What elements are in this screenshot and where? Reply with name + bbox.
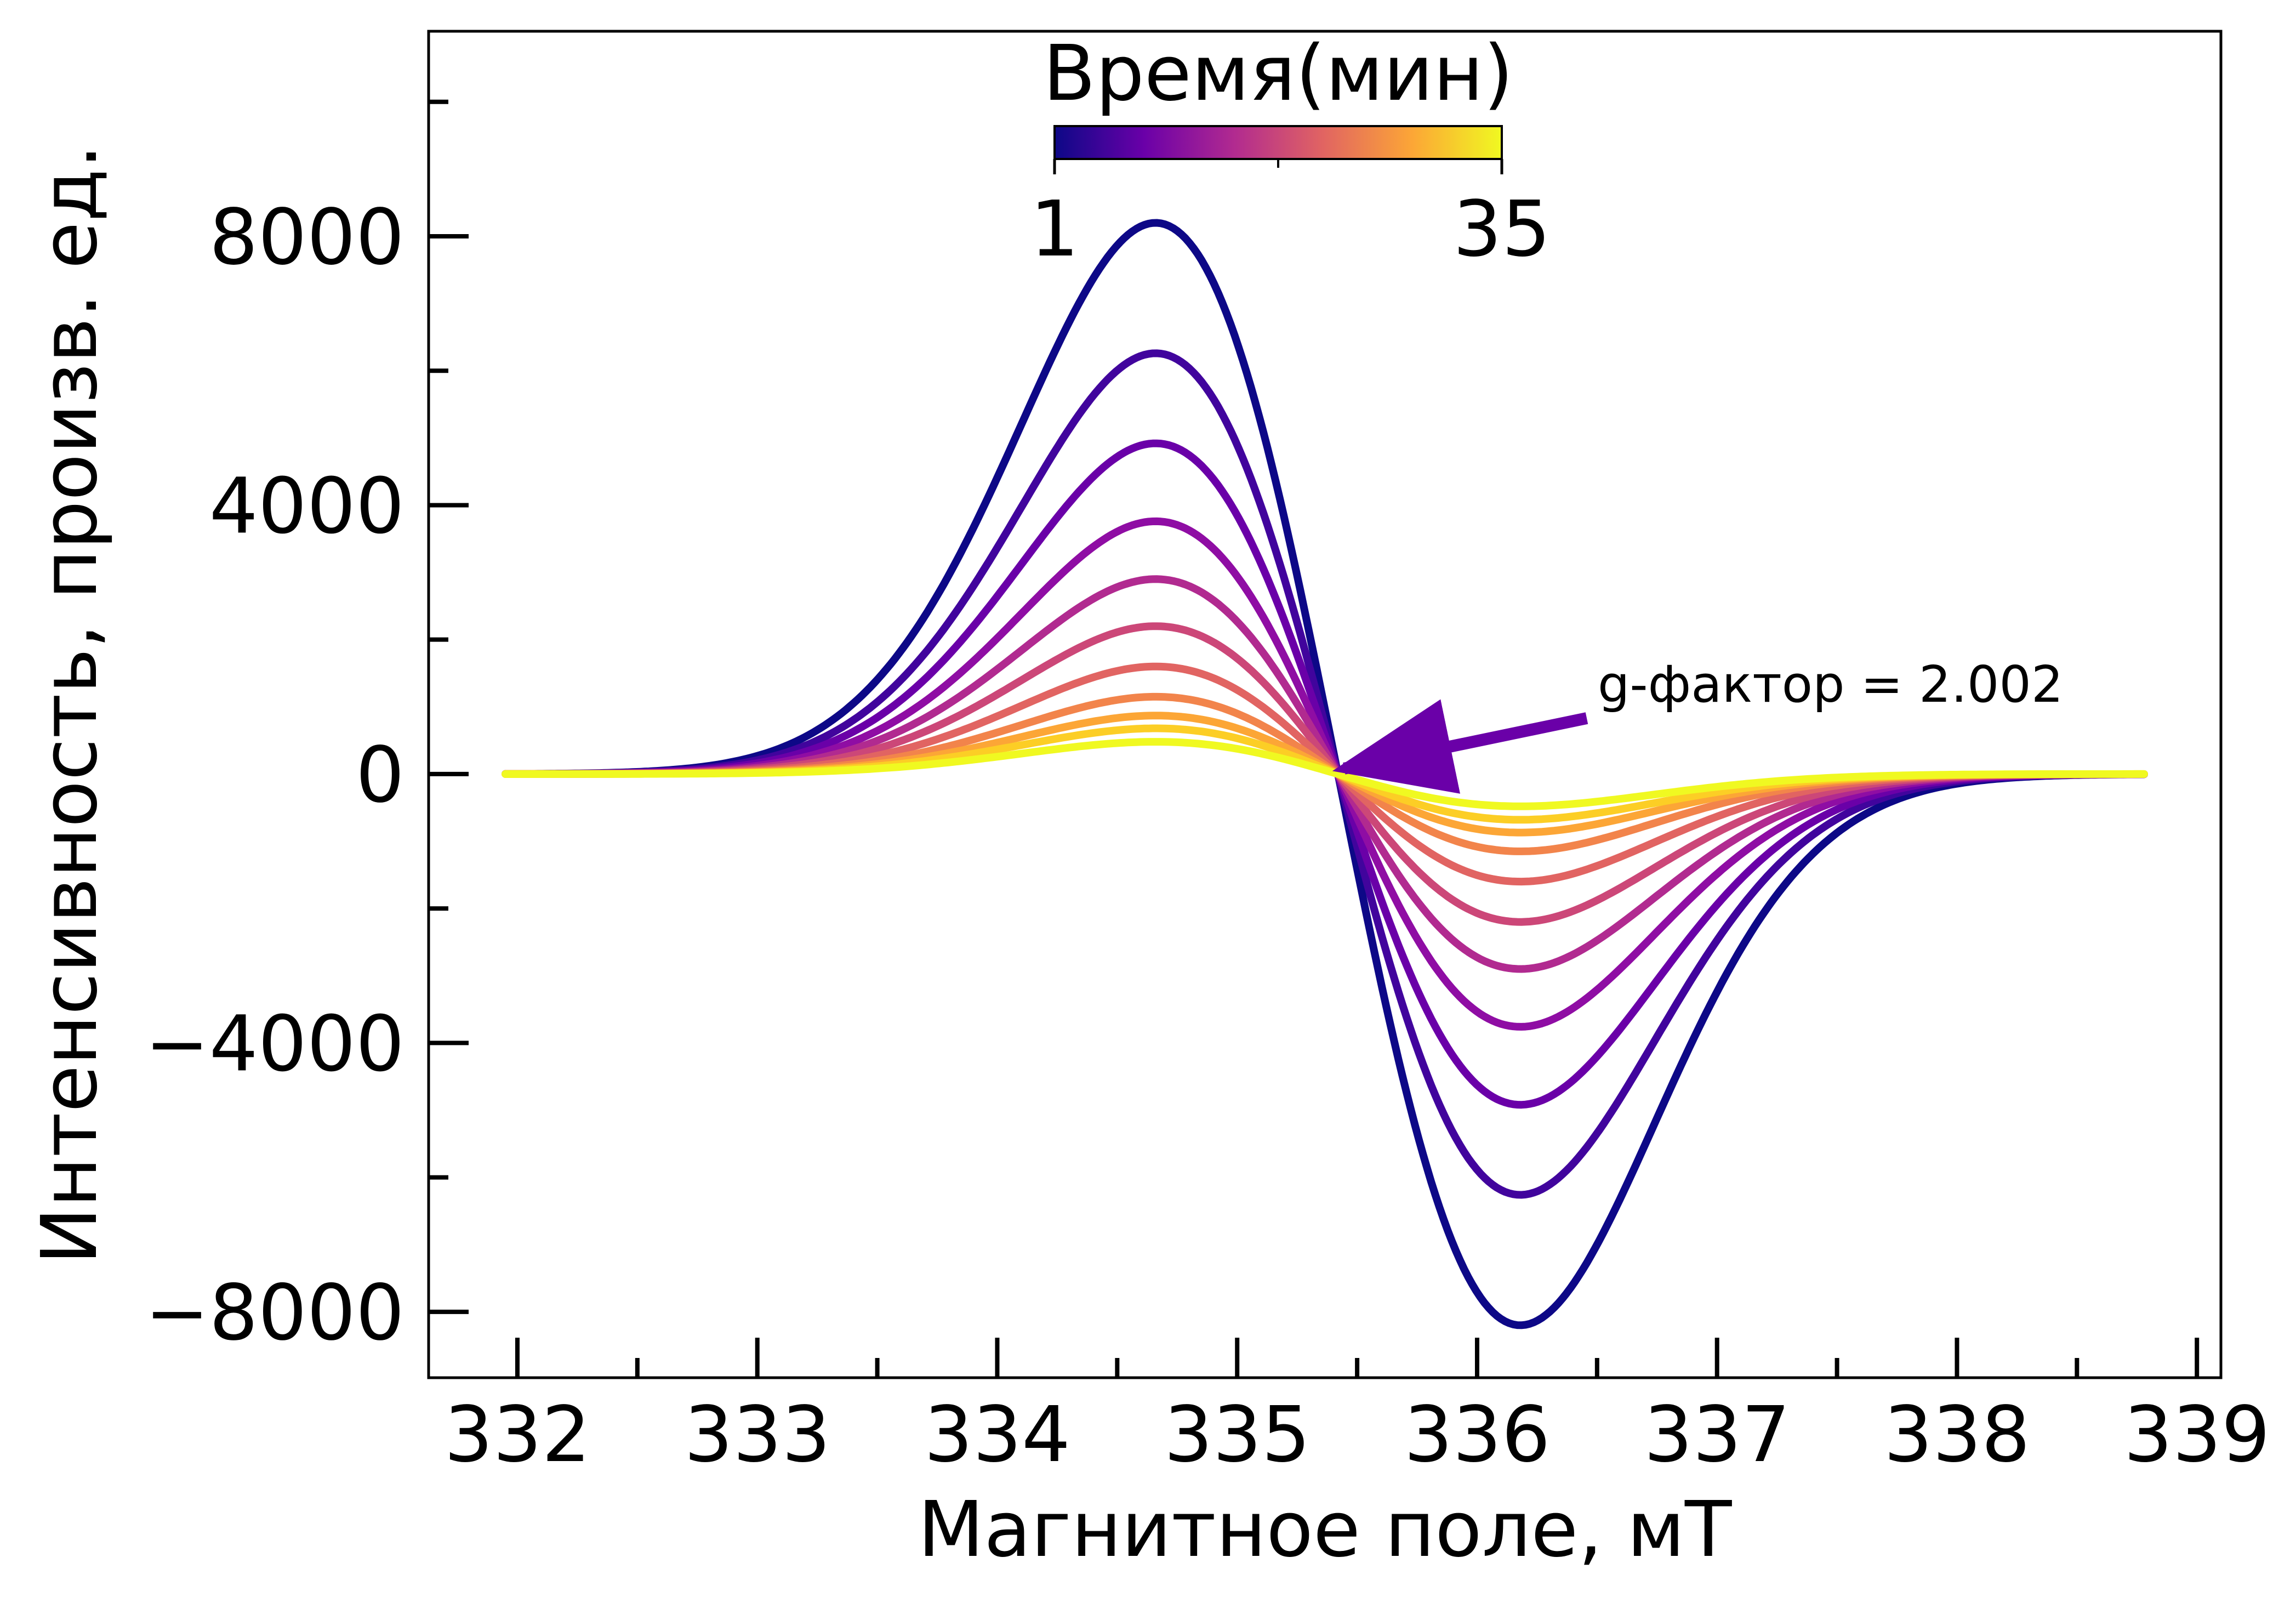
colorbar-max-label: 35 (1453, 185, 1551, 274)
colorbar-min-label: 1 (1030, 185, 1079, 274)
colorbar: Время(мин) 1 35 (1030, 29, 1551, 274)
series-layer (502, 219, 2148, 1329)
x-tick-label: 338 (1884, 1390, 2030, 1480)
y-tick-label: 8000 (209, 193, 404, 282)
x-tick-label: 339 (2124, 1390, 2270, 1480)
annotation-text: g-фактор = 2.002 (1598, 655, 2063, 714)
x-tick-label: 336 (1404, 1390, 1550, 1480)
y-axis-ticks: −8000 −4000 0 4000 8000 (145, 99, 469, 1358)
y-axis-label: Интенсивность, произв. ед. (25, 144, 115, 1265)
y-tick-label: −4000 (145, 999, 404, 1089)
x-tick-label: 333 (684, 1390, 830, 1480)
x-tick-label: 334 (924, 1390, 1070, 1480)
series-line-11 (502, 738, 2148, 810)
x-axis-label: Магнитное поле, мТ (918, 1485, 1732, 1575)
series-line-1 (502, 219, 2148, 1329)
y-tick-label: 0 (356, 731, 404, 820)
g-factor-annotation: g-фактор = 2.002 (1332, 655, 2063, 794)
x-tick-label: 332 (444, 1390, 590, 1480)
annotation-arrow (1332, 699, 1588, 794)
colorbar-gradient (1053, 125, 1503, 160)
colorbar-title: Время(мин) (1043, 29, 1513, 118)
x-tick-label: 335 (1164, 1390, 1311, 1480)
x-axis-ticks: 332 333 334 335 336 337 338 339 (444, 1338, 2270, 1480)
plot-frame (427, 30, 2223, 1379)
x-tick-label: 337 (1644, 1390, 1790, 1480)
y-tick-label: 4000 (209, 462, 404, 551)
y-tick-label: −8000 (145, 1269, 404, 1358)
